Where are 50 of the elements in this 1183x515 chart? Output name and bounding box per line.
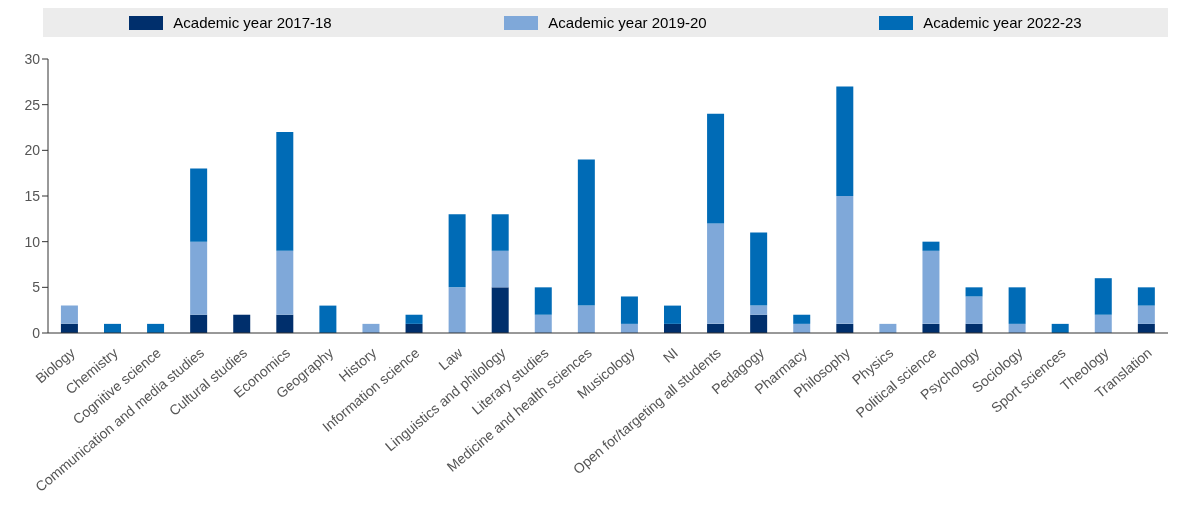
- bar: [1094, 314, 1112, 333]
- legend-label: Academic year 2017-18: [172, 14, 332, 31]
- bar: [664, 305, 681, 324]
- y-tick-label: 10: [24, 233, 41, 250]
- bar: [190, 241, 208, 315]
- bar: [276, 314, 294, 333]
- bar: [836, 86, 854, 196]
- y-tick-label: 25: [24, 96, 41, 113]
- bar: [707, 113, 725, 224]
- y-tick-label: 20: [24, 142, 41, 159]
- bar: [491, 214, 509, 251]
- bar: [448, 287, 466, 333]
- bar: [1094, 278, 1112, 315]
- bar: [1137, 287, 1155, 306]
- bar: [491, 287, 509, 333]
- bar: [577, 305, 595, 333]
- legend-label: Academic year 2022-23: [922, 14, 1082, 31]
- bar: [319, 305, 337, 333]
- legend-label: Academic year 2019-20: [547, 14, 707, 31]
- y-tick-label: 5: [32, 279, 41, 296]
- bar: [922, 241, 940, 251]
- bar: [577, 159, 595, 306]
- bar: [707, 223, 725, 324]
- bar: [276, 250, 294, 315]
- bar: [190, 168, 208, 242]
- bar: [750, 232, 768, 306]
- bar: [1008, 287, 1026, 324]
- bar: [491, 250, 509, 288]
- bar: [793, 314, 811, 324]
- bar: [190, 314, 208, 333]
- bar: [836, 196, 854, 324]
- bar: [965, 287, 983, 297]
- bar: [1137, 305, 1155, 324]
- bar: [233, 314, 251, 333]
- bar: [750, 305, 768, 315]
- bar: [448, 214, 466, 288]
- bar: [276, 132, 294, 251]
- x-tick-label: NI: [659, 344, 681, 366]
- bar: [60, 305, 78, 324]
- bar: [750, 314, 768, 333]
- bar: [965, 296, 983, 324]
- y-tick-label: 30: [24, 50, 41, 67]
- x-tick-label: Law: [435, 343, 467, 374]
- bar: [534, 287, 552, 315]
- bar: [534, 314, 552, 333]
- y-tick-label: 0: [32, 324, 41, 341]
- bar: [620, 296, 638, 324]
- bar: [922, 250, 940, 324]
- bar: [405, 314, 423, 324]
- y-tick-label: 15: [24, 187, 41, 204]
